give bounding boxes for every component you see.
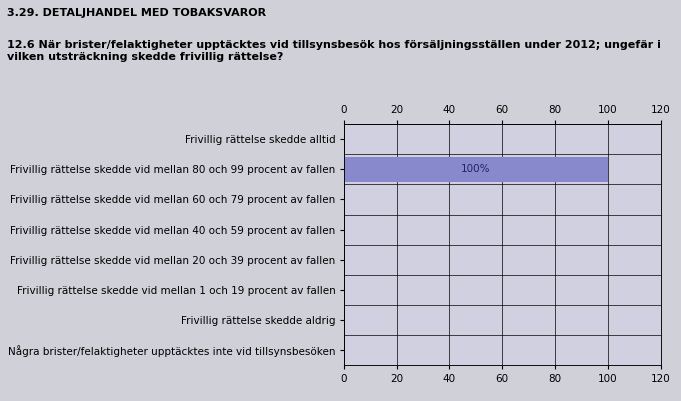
Text: 100%: 100% — [461, 164, 490, 174]
Text: 3.29. DETALJHANDEL MED TOBAKSVAROR: 3.29. DETALJHANDEL MED TOBAKSVAROR — [7, 8, 266, 18]
Text: 12.6 När brister/felaktigheter upptäcktes vid tillsynsbesök hos försäljningsstäl: 12.6 När brister/felaktigheter upptäckte… — [7, 40, 661, 62]
Bar — [344, 157, 607, 182]
